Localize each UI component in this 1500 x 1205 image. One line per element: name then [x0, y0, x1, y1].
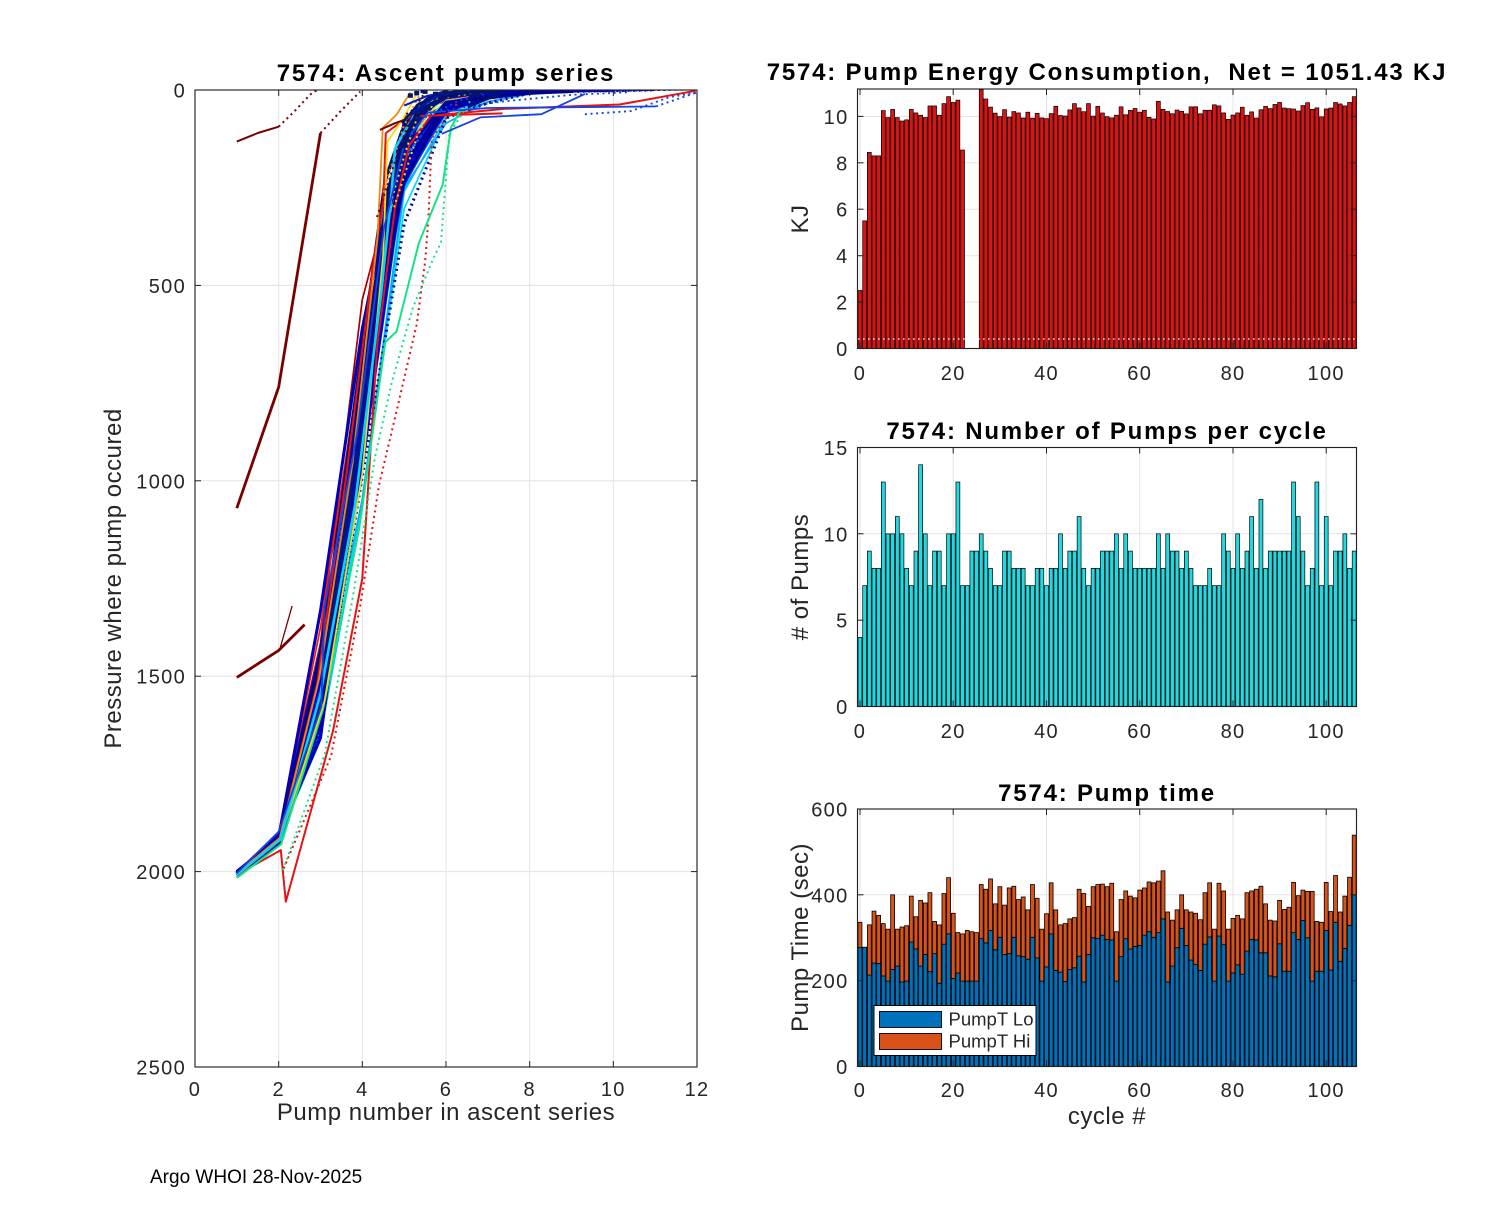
svg-text:1500: 1500 [136, 667, 186, 689]
svg-text:5: 5 [836, 611, 848, 633]
svg-text:600: 600 [811, 800, 848, 822]
svg-text:100: 100 [1308, 1080, 1345, 1102]
svg-text:7574: Pump Energy Consumption,: 7574: Pump Energy Consumption, Net = 105… [767, 59, 1448, 86]
svg-text:400: 400 [811, 885, 848, 907]
svg-text:# of Pumps: # of Pumps [787, 514, 814, 640]
svg-text:0: 0 [854, 721, 866, 743]
svg-text:2500: 2500 [136, 1058, 186, 1080]
svg-text:PumpT Hi: PumpT Hi [949, 1031, 1031, 1052]
svg-text:0: 0 [189, 1079, 201, 1101]
svg-text:40: 40 [1034, 1080, 1059, 1102]
svg-text:Pressure where pump occured: Pressure where pump occured [100, 408, 127, 748]
svg-text:0: 0 [836, 697, 848, 719]
svg-text:0: 0 [836, 339, 848, 361]
svg-text:60: 60 [1127, 1080, 1152, 1102]
svg-text:2: 2 [272, 1079, 284, 1101]
svg-text:8: 8 [836, 153, 848, 175]
svg-text:6: 6 [836, 200, 848, 222]
svg-text:500: 500 [149, 276, 186, 298]
svg-text:Pump number in ascent series: Pump number in ascent series [277, 1099, 615, 1126]
svg-text:4: 4 [356, 1079, 368, 1101]
svg-text:7574: Number of Pumps per cycl: 7574: Number of Pumps per cycle [886, 418, 1327, 445]
svg-text:100: 100 [1308, 363, 1345, 385]
svg-text:200: 200 [811, 971, 848, 993]
svg-text:10: 10 [824, 524, 849, 546]
svg-text:cycle #: cycle # [1068, 1103, 1146, 1130]
svg-text:7574: Pump time: 7574: Pump time [998, 780, 1216, 807]
svg-text:7574: Ascent pump series: 7574: Ascent pump series [277, 60, 615, 87]
svg-text:80: 80 [1221, 363, 1246, 385]
svg-text:0: 0 [174, 81, 186, 103]
svg-text:KJ: KJ [787, 204, 814, 233]
svg-text:0: 0 [836, 1057, 848, 1079]
svg-text:0: 0 [854, 1080, 866, 1102]
svg-text:PumpT Lo: PumpT Lo [949, 1009, 1034, 1030]
svg-text:60: 60 [1127, 363, 1152, 385]
svg-text:4: 4 [836, 246, 848, 268]
svg-text:20: 20 [941, 363, 966, 385]
svg-text:10: 10 [824, 107, 849, 129]
svg-text:6: 6 [440, 1079, 452, 1101]
svg-text:8: 8 [523, 1079, 535, 1101]
svg-text:20: 20 [941, 1080, 966, 1102]
svg-text:20: 20 [941, 721, 966, 743]
svg-text:0: 0 [854, 363, 866, 385]
svg-text:60: 60 [1127, 721, 1152, 743]
svg-text:10: 10 [601, 1079, 626, 1101]
svg-text:1000: 1000 [136, 471, 186, 493]
svg-text:80: 80 [1221, 1080, 1246, 1102]
svg-text:100: 100 [1308, 721, 1345, 743]
svg-text:2000: 2000 [136, 862, 186, 884]
svg-text:Argo WHOI 28-Nov-2025: Argo WHOI 28-Nov-2025 [150, 1167, 362, 1188]
svg-text:40: 40 [1034, 363, 1059, 385]
svg-text:12: 12 [685, 1079, 710, 1101]
svg-text:2: 2 [836, 293, 848, 315]
svg-text:Pump Time (sec): Pump Time (sec) [787, 843, 814, 1032]
svg-text:15: 15 [824, 438, 849, 460]
svg-text:80: 80 [1221, 721, 1246, 743]
svg-text:40: 40 [1034, 721, 1059, 743]
